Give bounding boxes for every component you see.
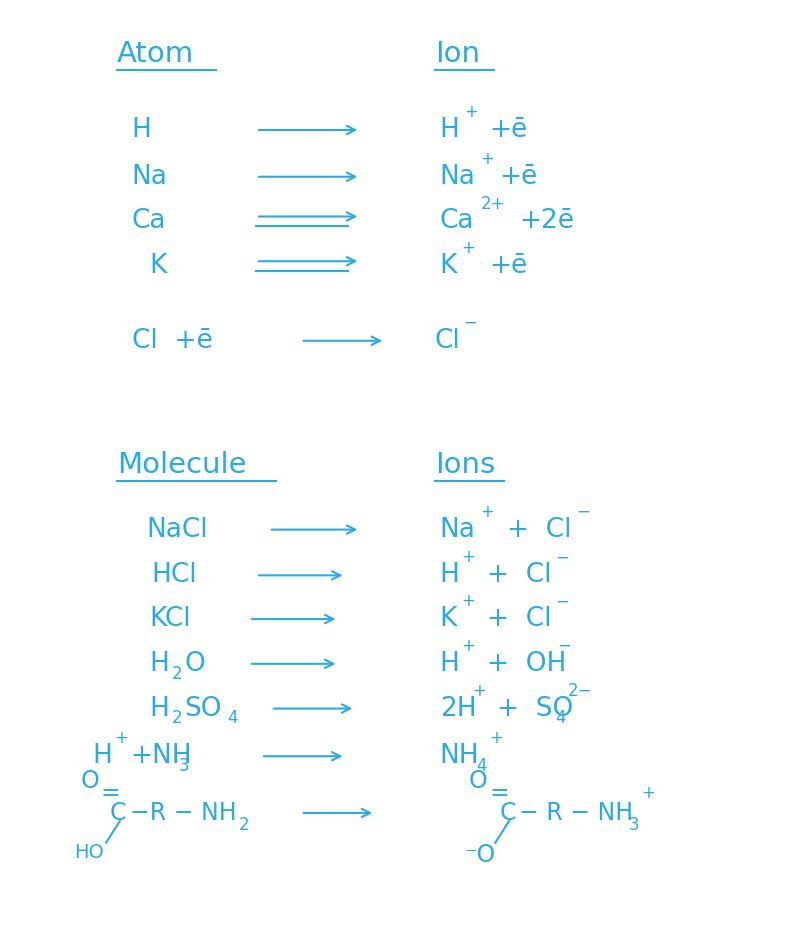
- Text: C: C: [499, 801, 516, 825]
- Text: +NH: +NH: [130, 743, 192, 769]
- Text: Ca: Ca: [439, 209, 474, 235]
- Text: +  Cl: + Cl: [507, 517, 572, 543]
- Text: H: H: [439, 117, 459, 143]
- Text: HCl: HCl: [151, 562, 197, 588]
- Text: Ions: Ions: [435, 451, 495, 479]
- Text: +  Cl: + Cl: [488, 606, 552, 632]
- Text: +: +: [481, 150, 494, 168]
- Text: +: +: [114, 729, 128, 748]
- Text: K: K: [150, 253, 167, 279]
- Text: +: +: [462, 548, 476, 566]
- Text: −: −: [557, 637, 570, 654]
- Text: O: O: [185, 651, 205, 677]
- Text: − R − NH: − R − NH: [519, 801, 634, 825]
- Text: −: −: [555, 548, 569, 566]
- Text: H: H: [132, 117, 151, 143]
- Text: 2: 2: [171, 709, 182, 727]
- Text: +: +: [473, 681, 486, 700]
- Text: +ē: +ē: [499, 164, 537, 190]
- Text: Cl: Cl: [435, 328, 461, 354]
- Text: +: +: [641, 784, 655, 802]
- Text: O: O: [80, 769, 99, 793]
- Text: 4: 4: [227, 709, 237, 727]
- Text: Ca: Ca: [132, 209, 166, 235]
- Text: Cl  +ē: Cl +ē: [132, 328, 212, 354]
- Text: +: +: [462, 592, 476, 610]
- Text: 3: 3: [178, 757, 189, 776]
- Text: =: =: [489, 781, 509, 805]
- Text: Na: Na: [439, 164, 476, 190]
- Text: Atom: Atom: [117, 40, 194, 69]
- Text: 2+: 2+: [481, 195, 505, 212]
- Text: K: K: [439, 606, 457, 632]
- Text: Na: Na: [132, 164, 168, 190]
- Text: H: H: [150, 695, 170, 722]
- Text: +  OH: + OH: [488, 651, 567, 677]
- Text: H: H: [439, 651, 459, 677]
- Text: Na: Na: [439, 517, 476, 543]
- Text: −: −: [577, 503, 591, 520]
- Text: −: −: [463, 314, 477, 331]
- Text: H: H: [439, 562, 459, 588]
- Text: H: H: [92, 743, 112, 769]
- Text: Molecule: Molecule: [117, 451, 246, 479]
- Text: +: +: [481, 503, 494, 520]
- Text: Ion: Ion: [435, 40, 480, 69]
- Text: NaCl: NaCl: [147, 517, 208, 543]
- Text: H: H: [150, 651, 170, 677]
- Text: 2: 2: [171, 665, 182, 682]
- Text: 2−: 2−: [568, 681, 593, 700]
- Text: ⁻O: ⁻O: [465, 843, 495, 867]
- Text: =: =: [100, 781, 120, 805]
- Text: 2H: 2H: [439, 695, 477, 722]
- Text: HO: HO: [74, 843, 104, 862]
- Text: +ē: +ē: [489, 253, 528, 279]
- Text: 4: 4: [477, 757, 487, 776]
- Text: SO: SO: [185, 695, 222, 722]
- Text: 2: 2: [239, 816, 250, 834]
- Text: +: +: [462, 637, 476, 654]
- Text: O: O: [469, 769, 488, 793]
- Text: +  SO: + SO: [497, 695, 574, 722]
- Text: +ē: +ē: [489, 117, 528, 143]
- Text: −R − NH: −R − NH: [130, 801, 237, 825]
- Text: +2ē: +2ē: [519, 209, 574, 235]
- Text: +: +: [465, 103, 478, 121]
- Text: C: C: [110, 801, 126, 825]
- Text: KCl: KCl: [150, 606, 192, 632]
- Text: +  Cl: + Cl: [488, 562, 552, 588]
- Text: 4: 4: [555, 709, 566, 727]
- Text: +: +: [462, 239, 476, 257]
- Text: NH: NH: [439, 743, 479, 769]
- Text: −: −: [555, 592, 569, 610]
- Text: K: K: [439, 253, 457, 279]
- Text: +: +: [489, 729, 503, 748]
- Text: 3: 3: [628, 816, 639, 834]
